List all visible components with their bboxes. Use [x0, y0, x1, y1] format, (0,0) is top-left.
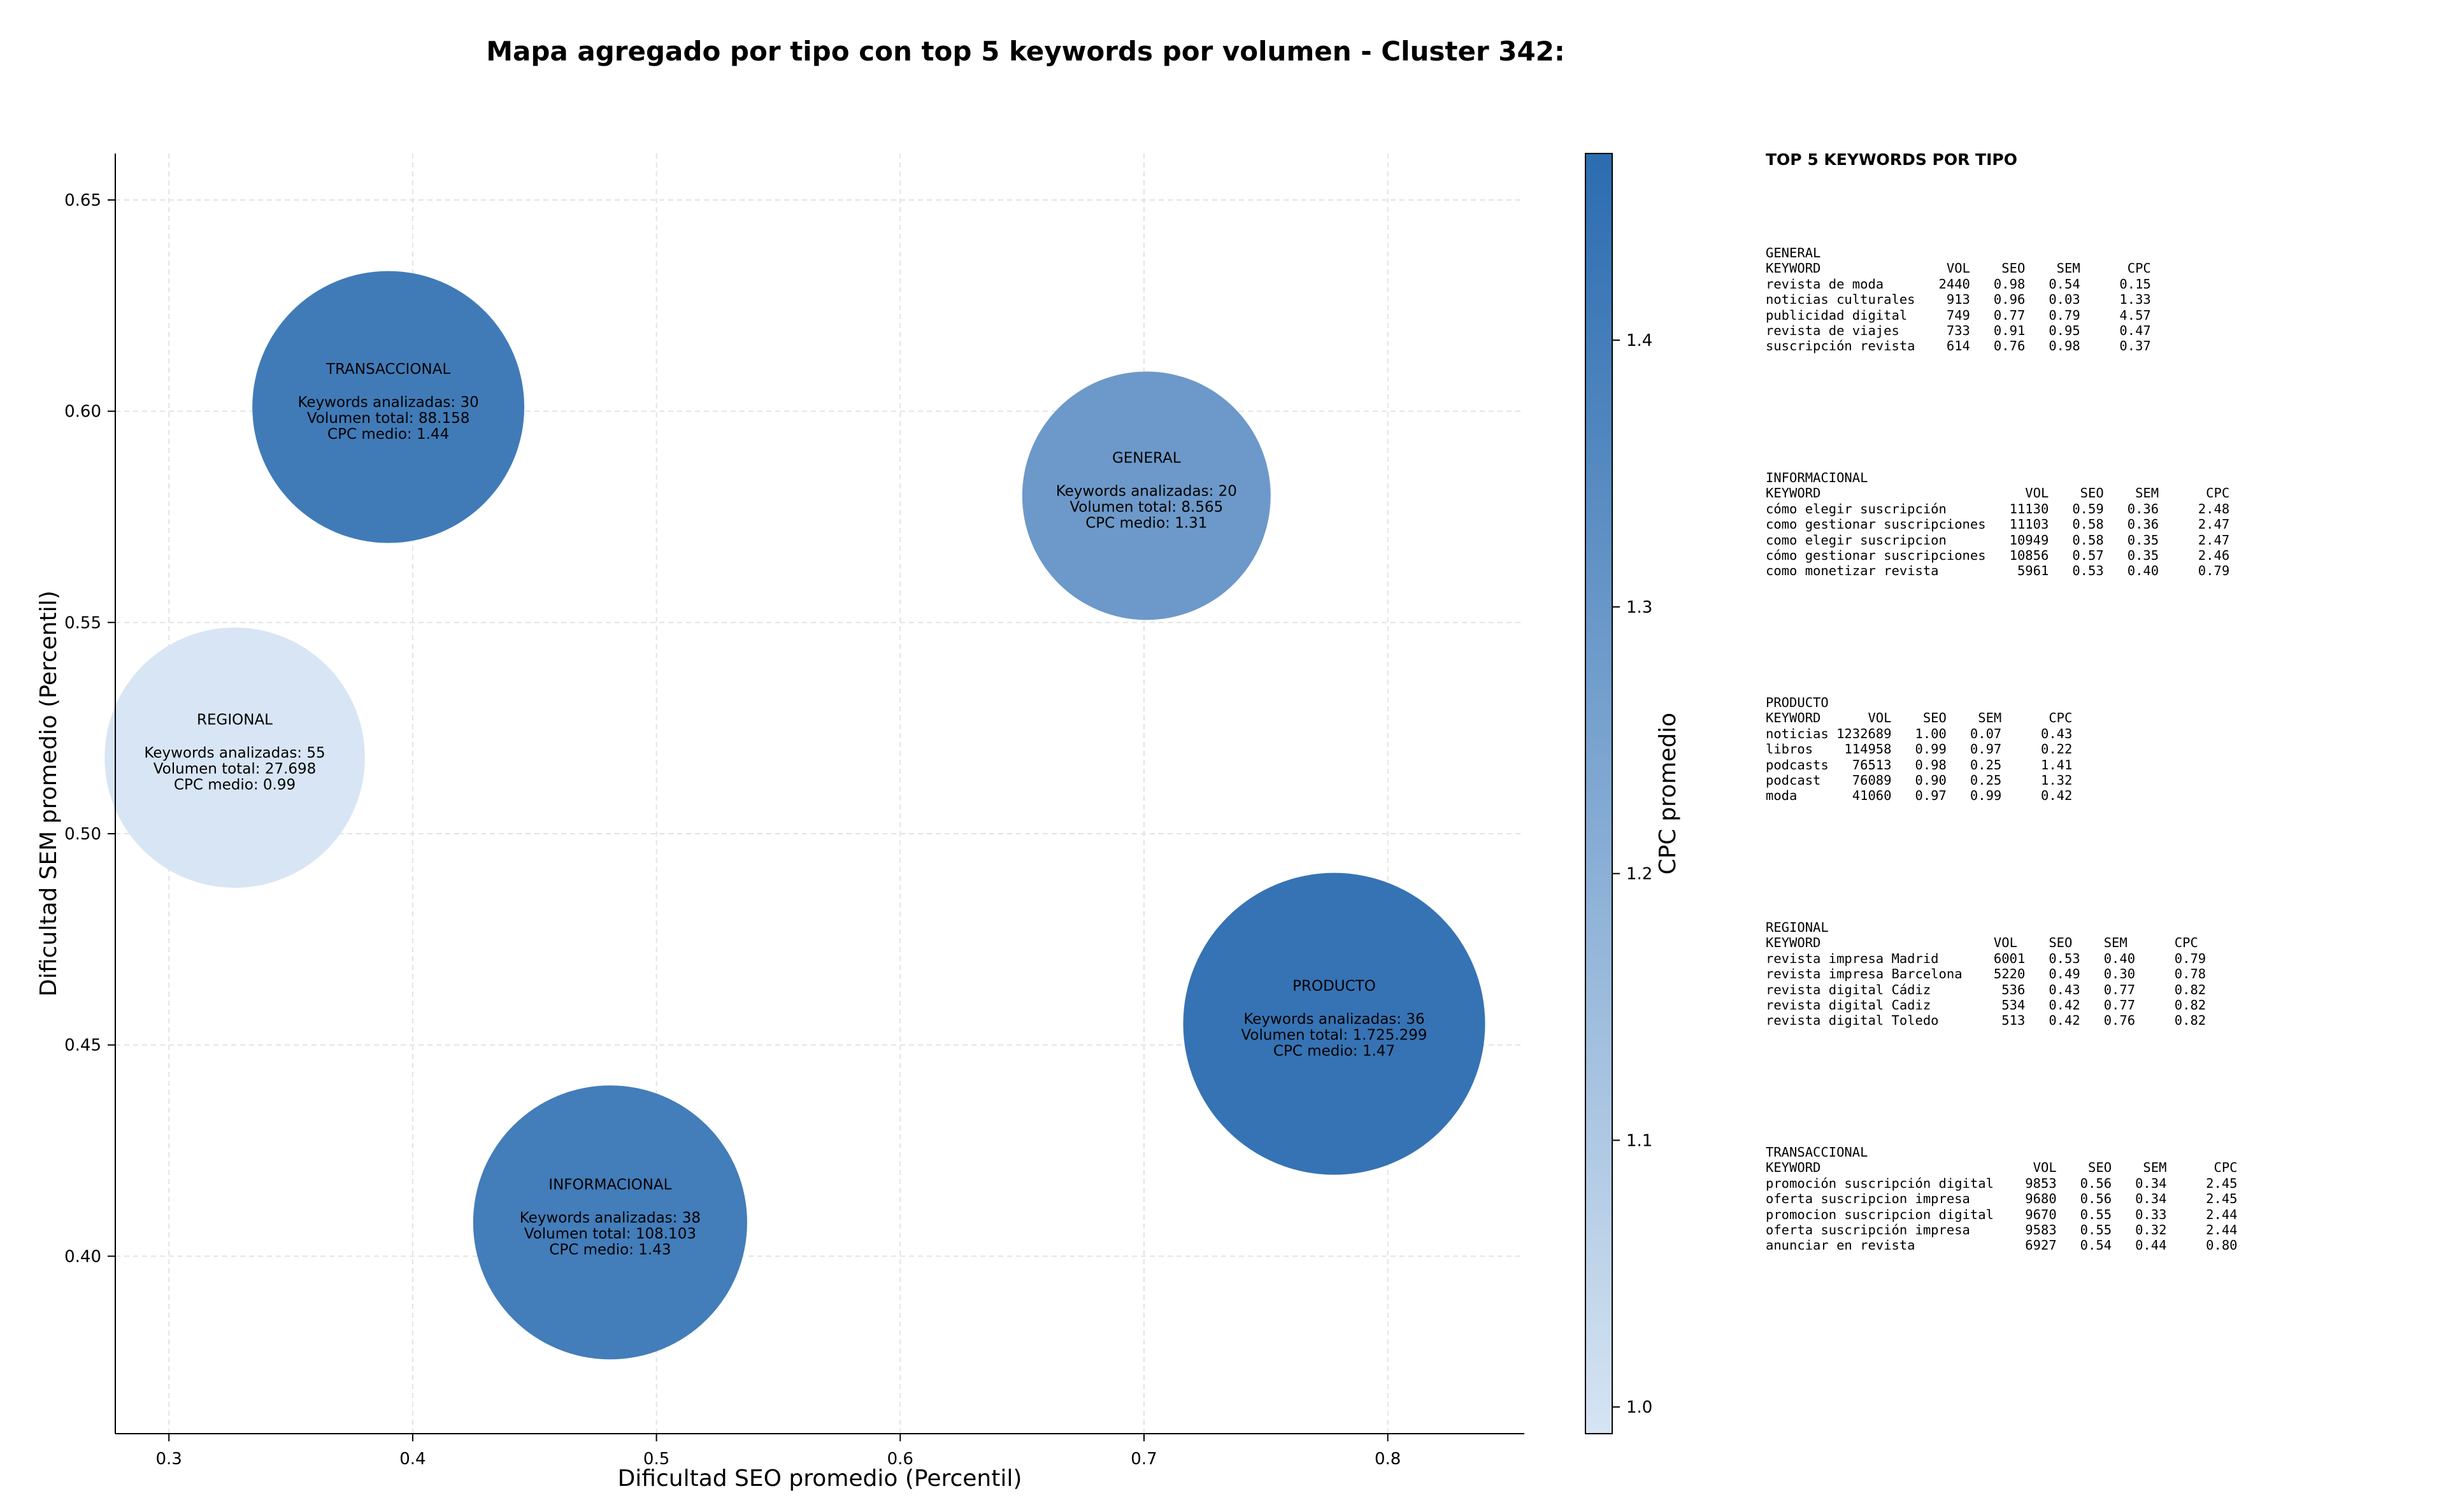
keyword-table: GENERAL KEYWORD VOL SEO SEM CPC revista …: [1766, 245, 2151, 354]
y-tick-label: 0.60: [64, 403, 101, 422]
bubble-circle: [1022, 371, 1271, 620]
top-keywords-panel: TOP 5 KEYWORDS POR TIPO GENERAL KEYWORD …: [1766, 150, 2428, 1369]
keyword-group-general: GENERAL KEYWORD VOL SEO SEM CPC revista …: [1766, 245, 2428, 470]
bubble-circle: [1183, 873, 1485, 1175]
y-tick-label: 0.50: [64, 825, 101, 844]
bubble-label-cpc-label: CPC medio: 1.44: [327, 426, 449, 443]
keyword-group-regional: REGIONAL KEYWORD VOL SEO SEM CPC revista…: [1766, 920, 2428, 1145]
colorbar-tick-label: 1.2: [1626, 865, 1652, 884]
x-tick-label: 0.3: [156, 1450, 182, 1469]
bubble-label-name: INFORMACIONAL: [548, 1176, 671, 1193]
bubble-label-name: PRODUCTO: [1292, 978, 1376, 995]
keyword-group-transaccional: TRANSACCIONAL KEYWORD VOL SEO SEM CPC pr…: [1766, 1145, 2428, 1369]
bubble-label-volume-label: Volumen total: 108.103: [524, 1225, 696, 1242]
keyword-table: INFORMACIONAL KEYWORD VOL SEO SEM CPC có…: [1766, 470, 2230, 579]
bubble-label-keywords-label: Keywords analizadas: 55: [144, 745, 325, 762]
bubble-label-keywords-label: Keywords analizadas: 36: [1243, 1011, 1424, 1028]
bubble-label-cpc-label: CPC medio: 1.43: [549, 1241, 671, 1258]
bubble-label-volume-label: Volumen total: 1.725.299: [1241, 1027, 1427, 1044]
y-tick-label: 0.55: [64, 613, 101, 632]
x-tick-label: 0.4: [399, 1450, 426, 1469]
bubble-circle: [104, 627, 365, 888]
bubble-label-keywords-label: Keywords analizadas: 38: [520, 1209, 701, 1226]
keyword-table: REGIONAL KEYWORD VOL SEO SEM CPC revista…: [1766, 920, 2206, 1029]
colorbar-ticks: 1.0 1.1 1.2 1.3 1.4: [1612, 331, 1652, 1417]
y-axis-label: Dificultad SEM promedio (Percentil): [36, 590, 62, 997]
keyword-table: TRANSACCIONAL KEYWORD VOL SEO SEM CPC pr…: [1766, 1145, 2238, 1253]
axis-ticks: 0.3 0.4 0.5 0.6 0.7 0.8 0.40 0.45 0.50 0.55 0.60 0.…: [64, 191, 1401, 1469]
y-tick-label: 0.40: [64, 1247, 101, 1266]
bubble-label-name: GENERAL: [1112, 450, 1181, 466]
y-tick-label: 0.65: [64, 191, 101, 210]
colorbar-gradient: [1585, 153, 1613, 1434]
x-axis-label: Dificultad SEO promedio (Percentil): [618, 1466, 1022, 1492]
x-tick-label: 0.8: [1375, 1450, 1401, 1469]
bubble-label-cpc-label: CPC medio: 0.99: [174, 777, 296, 794]
keyword-group-informacional: INFORMACIONAL KEYWORD VOL SEO SEM CPC có…: [1766, 470, 2428, 695]
keyword-group-producto: PRODUCTO KEYWORD VOL SEO SEM CPC noticia…: [1766, 695, 2428, 920]
bubble-informacional: INFORMACIONAL Keywords analizadas: 38Volu…: [473, 1085, 747, 1360]
bubble-label-volume-label: Volumen total: 8.565: [1069, 499, 1223, 515]
bubble-circle: [473, 1085, 747, 1360]
x-tick-label: 0.6: [887, 1450, 913, 1469]
bubble-label-volume-label: Volumen total: 88.158: [307, 410, 470, 427]
bubble-label-cpc-label: CPC medio: 1.47: [1273, 1043, 1395, 1060]
bubble-label-volume-label: Volumen total: 27.698: [154, 761, 317, 778]
axes: [115, 153, 1524, 1434]
bubble-label-keywords-label: Keywords analizadas: 30: [297, 394, 478, 411]
bubble-label-name: REGIONAL: [197, 712, 273, 729]
chart-title: Mapa agregado por tipo con top 5 keyword…: [486, 36, 1565, 67]
colorbar-tick-label: 1.3: [1626, 598, 1652, 617]
bubble-label-keywords-label: Keywords analizadas: 20: [1056, 483, 1237, 499]
bubble-label-name: TRANSACCIONAL: [325, 361, 450, 378]
x-tick-label: 0.7: [1131, 1450, 1157, 1469]
colorbar-label: CPC promedio: [1655, 713, 1681, 874]
top-keywords-title: TOP 5 KEYWORDS POR TIPO: [1766, 150, 2017, 169]
x-tick-label: 0.5: [643, 1450, 669, 1469]
colorbar-tick-label: 1.4: [1626, 331, 1652, 350]
y-tick-label: 0.45: [64, 1036, 101, 1055]
bubble-transaccional: TRANSACCIONAL Keywords analizadas: 30Volu…: [252, 271, 525, 543]
colorbar-tick-label: 1.1: [1626, 1131, 1652, 1150]
bubble-label-cpc-label: CPC medio: 1.31: [1085, 515, 1207, 531]
colorbar: 1.0 1.1 1.2 1.3 1.4 CPC promedio: [1585, 153, 1681, 1434]
keyword-table: PRODUCTO KEYWORD VOL SEO SEM CPC noticia…: [1766, 695, 2073, 804]
colorbar-tick-label: 1.0: [1626, 1398, 1652, 1417]
bubble-circle: [252, 271, 525, 543]
